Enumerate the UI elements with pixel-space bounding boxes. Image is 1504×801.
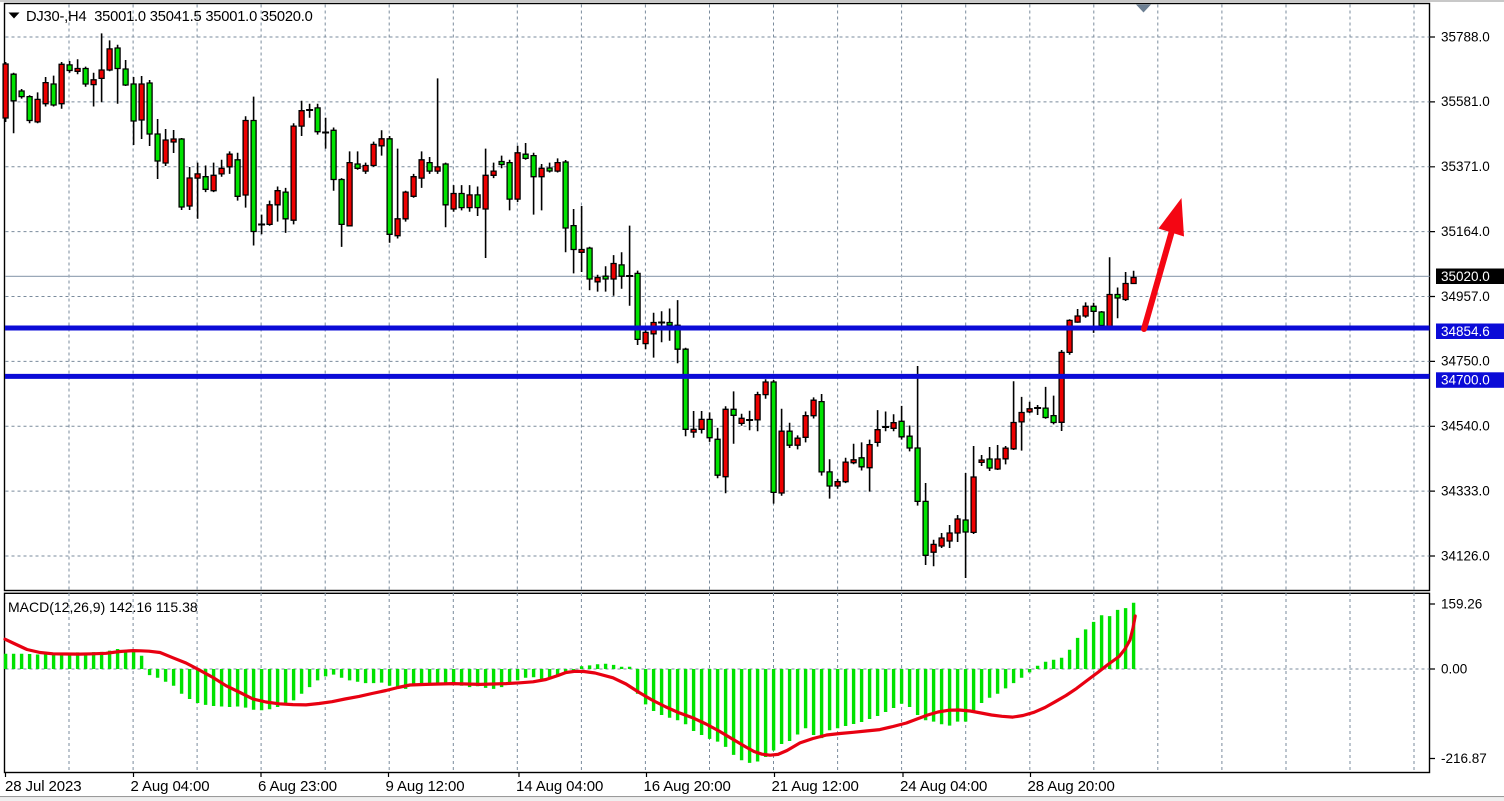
svg-text:34540.0: 34540.0 [1441, 419, 1490, 434]
svg-text:35581.0: 35581.0 [1441, 94, 1490, 109]
svg-text:34957.0: 34957.0 [1441, 289, 1490, 304]
svg-text:28 Jul 2023: 28 Jul 2023 [5, 778, 81, 795]
svg-text:34700.0: 34700.0 [1441, 373, 1490, 388]
svg-text:34854.6: 34854.6 [1441, 324, 1490, 339]
svg-text:24 Aug 04:00: 24 Aug 04:00 [900, 778, 987, 795]
svg-text:159.26: 159.26 [1441, 597, 1482, 612]
svg-text:34126.0: 34126.0 [1441, 548, 1490, 563]
svg-text:DJ30-,H4 35001.0 35041.5 3500: DJ30-,H4 35001.0 35041.5 35001.0 35020.0 [26, 9, 313, 25]
svg-text:14 Aug 04:00: 14 Aug 04:00 [516, 778, 603, 795]
svg-text:35164.0: 35164.0 [1441, 224, 1490, 239]
svg-text:34750.0: 34750.0 [1441, 354, 1490, 369]
svg-text:0.00: 0.00 [1441, 662, 1467, 677]
svg-text:MACD(12,26,9) 142.16 115.38: MACD(12,26,9) 142.16 115.38 [8, 599, 198, 615]
svg-text:16 Aug 20:00: 16 Aug 20:00 [644, 778, 731, 795]
svg-text:35788.0: 35788.0 [1441, 29, 1490, 44]
svg-text:6 Aug 23:00: 6 Aug 23:00 [258, 778, 337, 795]
svg-text:21 Aug 12:00: 21 Aug 12:00 [772, 778, 859, 795]
svg-text:-216.87: -216.87 [1441, 751, 1487, 766]
svg-text:35020.0: 35020.0 [1441, 269, 1490, 284]
svg-text:28 Aug 20:00: 28 Aug 20:00 [1028, 778, 1115, 795]
svg-text:35371.0: 35371.0 [1441, 159, 1490, 174]
svg-text:2 Aug 04:00: 2 Aug 04:00 [131, 778, 210, 795]
svg-text:34333.0: 34333.0 [1441, 483, 1490, 498]
svg-text:9 Aug 12:00: 9 Aug 12:00 [386, 778, 465, 795]
